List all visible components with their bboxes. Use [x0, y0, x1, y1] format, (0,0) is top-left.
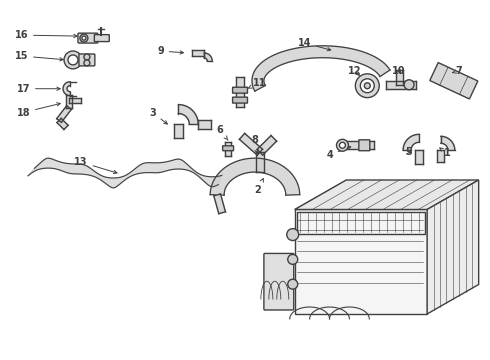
Circle shape	[337, 139, 348, 151]
Polygon shape	[340, 141, 374, 149]
Circle shape	[84, 54, 90, 60]
Text: 11: 11	[248, 78, 267, 89]
Polygon shape	[174, 125, 183, 138]
Polygon shape	[395, 70, 403, 85]
Circle shape	[340, 142, 345, 148]
Polygon shape	[204, 53, 212, 61]
Text: 9: 9	[157, 46, 183, 56]
Polygon shape	[69, 98, 81, 103]
Polygon shape	[178, 105, 198, 125]
Circle shape	[355, 74, 379, 98]
Text: 2: 2	[254, 179, 263, 195]
Text: 10: 10	[392, 66, 406, 76]
Polygon shape	[252, 46, 390, 91]
Circle shape	[365, 83, 370, 89]
Circle shape	[84, 60, 90, 66]
Text: 17: 17	[17, 84, 60, 94]
Polygon shape	[257, 135, 277, 155]
Text: 6: 6	[217, 125, 228, 140]
Circle shape	[82, 36, 86, 40]
Text: 13: 13	[74, 157, 117, 174]
Bar	[297, 212, 425, 234]
Text: 14: 14	[298, 38, 331, 51]
Circle shape	[288, 279, 298, 289]
Text: 1: 1	[440, 148, 450, 158]
Text: 8: 8	[251, 135, 258, 153]
FancyBboxPatch shape	[95, 35, 109, 41]
Polygon shape	[225, 142, 231, 156]
Polygon shape	[214, 194, 225, 214]
Circle shape	[360, 79, 374, 93]
Circle shape	[80, 34, 88, 42]
Polygon shape	[294, 180, 479, 210]
Polygon shape	[430, 63, 478, 99]
FancyBboxPatch shape	[359, 140, 370, 151]
FancyBboxPatch shape	[233, 87, 247, 93]
Polygon shape	[198, 120, 211, 129]
Polygon shape	[294, 210, 427, 314]
Polygon shape	[66, 95, 72, 108]
Polygon shape	[415, 150, 423, 164]
Circle shape	[68, 55, 78, 65]
Polygon shape	[403, 134, 419, 150]
Circle shape	[288, 255, 298, 264]
Circle shape	[287, 229, 299, 240]
Polygon shape	[28, 158, 222, 188]
Polygon shape	[256, 152, 264, 172]
FancyBboxPatch shape	[222, 146, 234, 151]
Text: 3: 3	[149, 108, 168, 124]
Text: 12: 12	[347, 66, 361, 76]
Polygon shape	[438, 150, 444, 162]
FancyBboxPatch shape	[78, 33, 98, 43]
Text: 5: 5	[406, 147, 413, 157]
Polygon shape	[386, 81, 416, 89]
Polygon shape	[240, 133, 263, 155]
Polygon shape	[57, 118, 68, 130]
Text: 7: 7	[452, 66, 462, 76]
Text: 18: 18	[17, 103, 60, 117]
Circle shape	[64, 51, 82, 69]
Polygon shape	[441, 136, 455, 150]
Text: 4: 4	[326, 147, 351, 160]
Polygon shape	[427, 180, 479, 314]
FancyBboxPatch shape	[79, 54, 95, 66]
FancyBboxPatch shape	[264, 253, 294, 310]
Circle shape	[404, 80, 414, 90]
Text: 15: 15	[15, 51, 63, 61]
Polygon shape	[236, 77, 244, 107]
FancyBboxPatch shape	[233, 97, 247, 103]
Polygon shape	[192, 50, 204, 57]
Polygon shape	[57, 106, 72, 122]
Polygon shape	[210, 158, 300, 195]
Text: 16: 16	[15, 30, 77, 40]
Polygon shape	[63, 82, 70, 96]
